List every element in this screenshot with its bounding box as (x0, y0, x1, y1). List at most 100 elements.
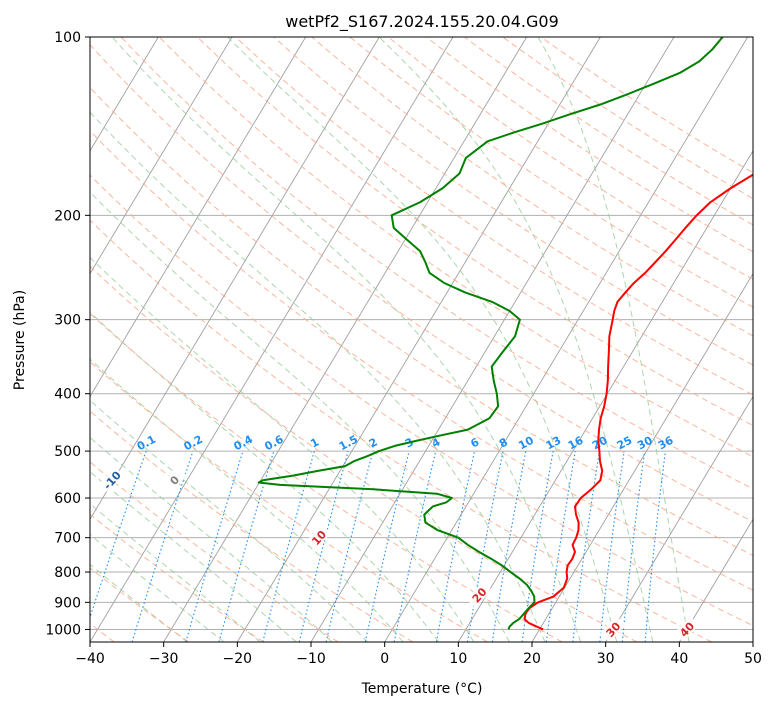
dry-adiabat-label-bg (161, 466, 188, 494)
dry-adiabat-line (273, 37, 753, 366)
y-tick-label: 500 (54, 444, 81, 460)
dewpoint-line (257, 37, 724, 630)
moist-adiabat-line (90, 191, 510, 642)
x-tick-label: −20 (223, 651, 253, 667)
plot-area: -100-90-80-70-60-50-40-30-20-10010203040… (0, 37, 753, 642)
mixing-ratio-line (572, 451, 601, 642)
isotherm-line (163, 37, 528, 642)
isotherm-line (605, 395, 753, 642)
dry-adiabat-line (90, 360, 488, 642)
y-tick-label: 800 (54, 565, 81, 581)
grid-lines (0, 37, 753, 642)
y-tick-label: 1000 (45, 622, 81, 638)
mixing-ratio-label: 30 (635, 434, 655, 453)
profile-series (257, 37, 753, 631)
dry-adiabat-line (311, 37, 753, 337)
mixing-ratio-line (545, 451, 576, 642)
x-tick-label: −30 (149, 651, 179, 667)
y-tick-label: 400 (54, 387, 81, 403)
mixing-ratio-label: 25 (615, 434, 635, 453)
mixing-ratio-line (599, 451, 625, 642)
mixing-ratio-line (644, 451, 666, 642)
mixing-ratio-label: 0.1 (135, 433, 158, 454)
isotherm-line (457, 150, 753, 642)
mixing-ratio-label: 8 (497, 435, 510, 450)
dry-adiabat-line (90, 86, 753, 557)
x-tick-label: 30 (597, 651, 615, 667)
moist-adiabat-line (90, 256, 475, 642)
moist-adiabat-line (378, 37, 654, 642)
x-tick-label: −10 (296, 651, 326, 667)
x-tick-label: 20 (523, 651, 541, 667)
mixing-ratio-line (218, 450, 275, 642)
dry-adiabat-line (90, 410, 414, 642)
mixing-ratio-label: 0.6 (262, 433, 286, 454)
chart-title: wetPf2_S167.2024.155.20.04.G09 (285, 12, 559, 32)
dry-adiabat-line (349, 37, 753, 308)
y-axis-ticks: 100 200 300 400 500 600 700 800 900 1000 (45, 30, 90, 638)
isotherm-line (384, 37, 749, 642)
dry-adiabat-label-bg (599, 615, 626, 642)
dry-adiabat-line (90, 461, 339, 642)
isotherm-line (90, 37, 159, 152)
dry-adiabat-label-bg (0, 420, 10, 447)
x-axis-label: Temperature (°C) (361, 681, 483, 697)
moist-adiabat-line (90, 533, 225, 642)
y-tick-label: 900 (54, 595, 81, 611)
plot-frame (89, 36, 754, 643)
isotherm-line (678, 518, 753, 642)
moist-adiabat-line (90, 311, 439, 642)
mixing-ratio-label: 0.2 (182, 433, 205, 454)
mixing-ratio-label: 6 (468, 435, 481, 450)
moist-adiabat-line (227, 37, 618, 642)
y-tick-label: 300 (54, 313, 81, 329)
mixing-ratio-line (262, 450, 315, 642)
moist-adiabat-line (537, 37, 690, 642)
dry-adiabat-line (120, 37, 753, 490)
y-tick-label: 600 (54, 491, 81, 507)
dry-adiabat-label-bg (673, 615, 700, 642)
temperature-line (523, 173, 753, 631)
isotherm-line (90, 37, 454, 642)
mixing-ratio-line (364, 450, 410, 642)
dry-adiabat-label-bg (305, 524, 332, 551)
isotherm-line (0, 37, 11, 642)
x-tick-label: 10 (449, 651, 467, 667)
x-tick-label: 40 (670, 651, 688, 667)
dry-adiabat-line (90, 219, 712, 642)
mixing-ratio-lines (90, 450, 666, 642)
moist-adiabat-line (90, 358, 404, 642)
dry-adiabat-line (90, 265, 638, 642)
y-tick-label: 100 (54, 30, 81, 46)
mixing-ratio-label: 1 (308, 435, 321, 450)
isotherm-line (90, 37, 307, 398)
y-tick-label: 200 (54, 208, 81, 224)
mixing-ratio-label: 2 (367, 435, 380, 450)
isotherm-line (752, 641, 753, 642)
mixing-ratio-label: 20 (590, 434, 610, 453)
y-tick-label: 700 (54, 531, 81, 547)
dry-adiabats (90, 37, 753, 642)
moist-adiabat-line (90, 563, 188, 642)
mixing-ratio-line (521, 451, 554, 642)
isotherm-line (90, 37, 380, 521)
dry-adiabat-line (387, 37, 753, 280)
mixing-ratio-label: 16 (566, 434, 586, 453)
dry-adiabat-line (90, 513, 264, 642)
mixing-ratio-line (325, 450, 374, 642)
moist-adiabat-line (90, 503, 261, 642)
moist-adiabat-line (111, 37, 582, 642)
moist-adiabat-line (90, 399, 369, 642)
isotherm-line (90, 37, 233, 275)
dry-adiabat-line (90, 174, 753, 627)
isotherm-line (531, 272, 753, 642)
y-axis-label: Pressure (hPa) (12, 290, 28, 390)
moist-adiabat-line (90, 111, 546, 642)
mixing-ratio-line (298, 450, 349, 642)
x-tick-label: 0 (380, 651, 389, 667)
mixing-ratio-label: 13 (544, 434, 564, 453)
mixing-ratio-line (621, 451, 646, 642)
dry-adiabat-line (90, 567, 190, 642)
isotherm-line (310, 37, 675, 642)
